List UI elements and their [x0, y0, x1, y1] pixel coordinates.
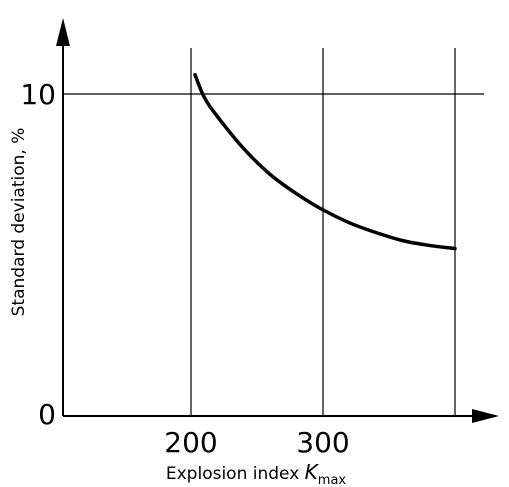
x-axis-label: Explosion index Kmax — [166, 460, 347, 487]
x-axis-arrow-icon — [472, 409, 499, 423]
x-tick-label-300: 300 — [296, 426, 349, 459]
series-0-line — [193, 72, 457, 251]
x-tick-label-200: 200 — [164, 426, 217, 459]
x-axis-label-main: Explosion index — [166, 464, 305, 484]
y-tick-labels: 10 0 — [20, 78, 56, 431]
series-line — [193, 72, 457, 251]
x-axis-label-var: K — [305, 460, 320, 484]
gridlines — [63, 48, 484, 416]
y-axis-arrow-icon — [56, 18, 70, 46]
y-tick-label-10: 10 — [20, 78, 56, 111]
y-axis-label: Standard deviation, % — [9, 128, 29, 317]
x-axis-label-sub: max — [318, 473, 347, 487]
y-tick-label-0: 0 — [38, 398, 56, 431]
axes — [56, 18, 499, 423]
x-tick-labels: 200 300 — [164, 426, 349, 459]
